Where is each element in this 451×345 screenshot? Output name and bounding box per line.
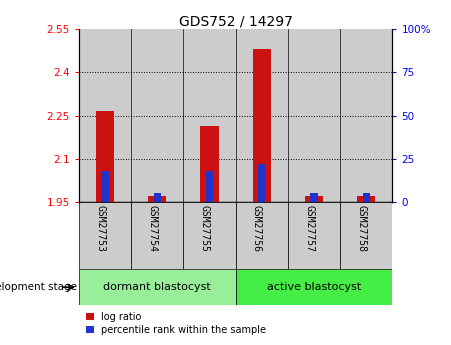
Text: GSM27754: GSM27754 — [147, 205, 157, 252]
Bar — [253, 49, 271, 202]
Text: GSM27757: GSM27757 — [304, 205, 314, 252]
Bar — [79, 269, 236, 305]
Legend: log ratio, percentile rank within the sample: log ratio, percentile rank within the sa… — [84, 310, 268, 337]
Bar — [184, 29, 236, 202]
Bar — [340, 202, 392, 269]
Text: GSM27753: GSM27753 — [95, 205, 105, 252]
Bar — [236, 269, 392, 305]
Bar — [206, 171, 213, 202]
Bar — [310, 193, 318, 202]
Bar — [363, 193, 370, 202]
Text: GSM27755: GSM27755 — [199, 205, 210, 252]
Title: GDS752 / 14297: GDS752 / 14297 — [179, 14, 293, 28]
Bar — [357, 196, 375, 202]
Bar — [184, 202, 236, 269]
Bar — [200, 126, 219, 202]
Bar — [79, 29, 131, 202]
Text: development stage: development stage — [0, 282, 77, 292]
Bar — [236, 29, 288, 202]
Bar — [340, 29, 392, 202]
Bar — [148, 196, 166, 202]
Text: GSM27756: GSM27756 — [252, 205, 262, 252]
Bar — [258, 164, 266, 202]
Text: dormant blastocyst: dormant blastocyst — [103, 282, 211, 292]
Bar — [154, 193, 161, 202]
Bar — [131, 202, 184, 269]
Bar — [236, 202, 288, 269]
Bar — [288, 202, 340, 269]
Bar — [131, 29, 184, 202]
Text: active blastocyst: active blastocyst — [267, 282, 361, 292]
Bar — [288, 29, 340, 202]
Bar — [79, 202, 131, 269]
Bar — [96, 111, 114, 202]
Bar — [305, 196, 323, 202]
Text: GSM27758: GSM27758 — [356, 205, 366, 252]
Bar — [101, 171, 109, 202]
